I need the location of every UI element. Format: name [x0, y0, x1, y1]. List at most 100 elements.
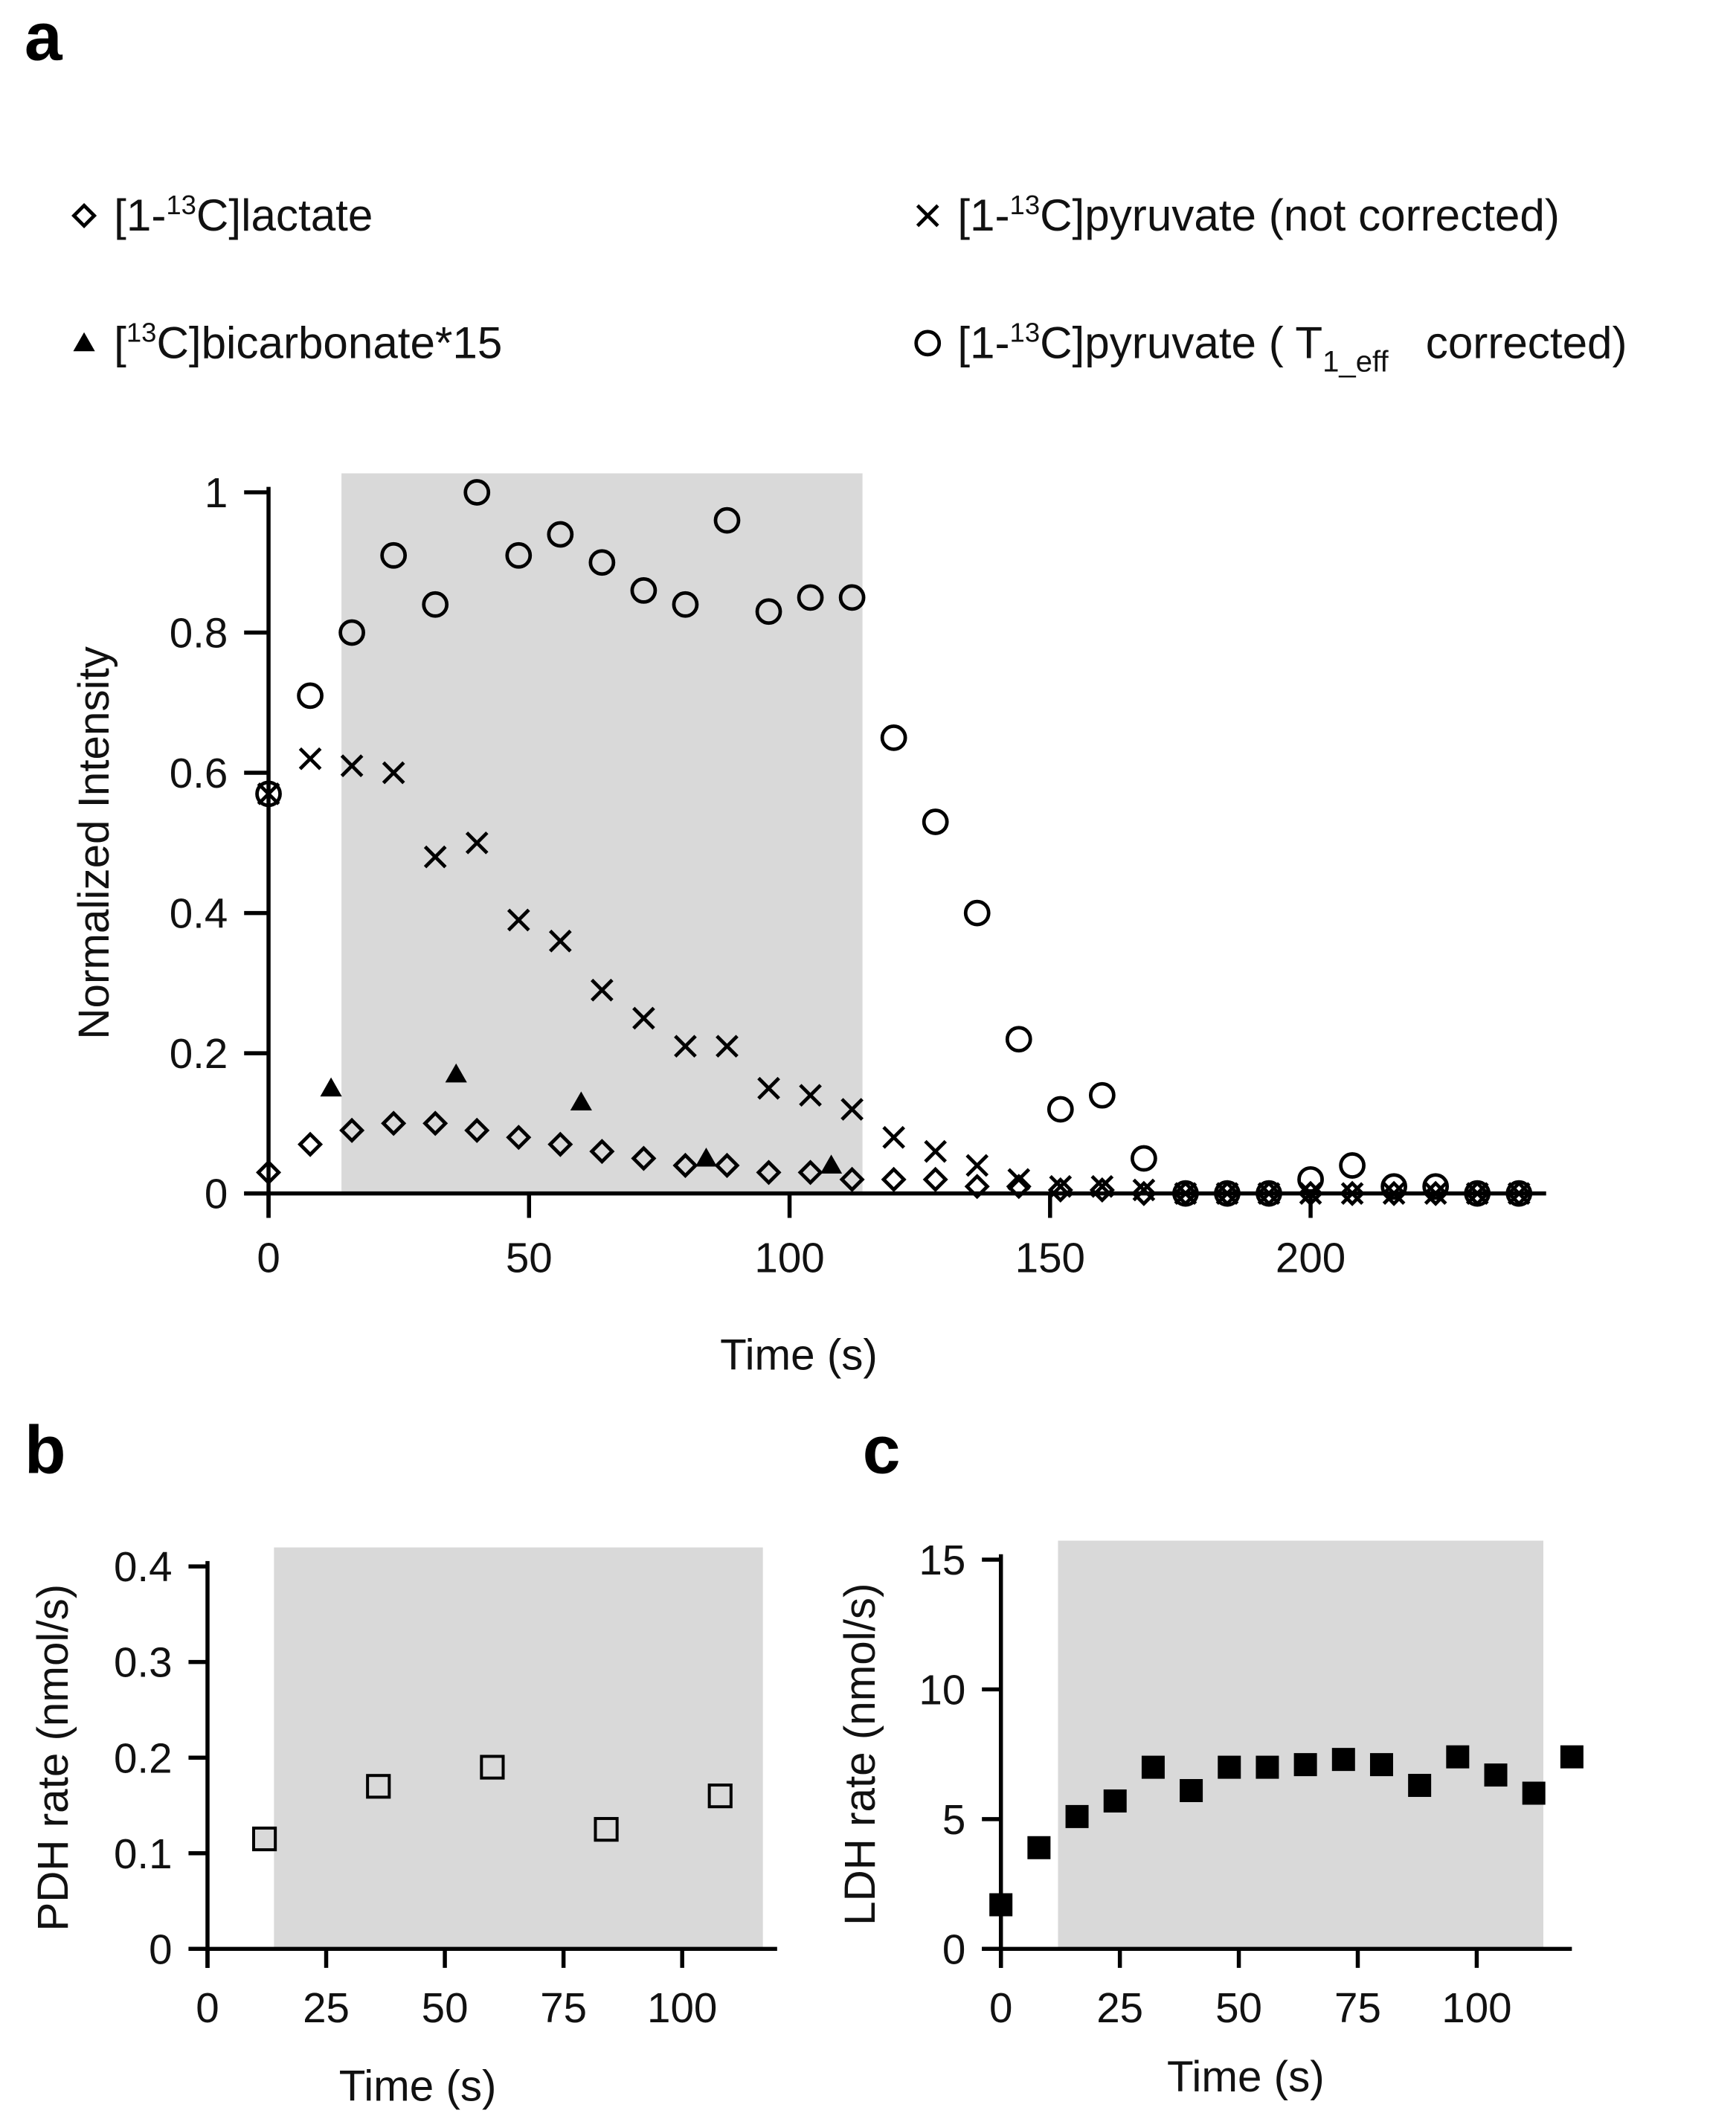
marker-diamond: [839, 1166, 865, 1192]
marker-circle: [1256, 1180, 1282, 1207]
chart-b: 0 0.1 0.2 0.3 0.4 0 25 50 75 100 Time (s) PDH rate …: [29, 1543, 777, 2111]
marker-x: [840, 1098, 864, 1121]
marker-diamond: [1047, 1177, 1073, 1203]
x-tick-label: 100: [1441, 1984, 1511, 2031]
legend-label: [13​C]bicarbonate*15: [114, 318, 502, 368]
marker-circle: [1422, 1173, 1450, 1200]
marker-x: [1215, 1182, 1239, 1206]
marker-circle: [588, 549, 616, 576]
y-tick-label: 0.2: [114, 1734, 173, 1781]
marker-x: [924, 1139, 948, 1163]
x-tick-label: 0: [257, 1234, 280, 1281]
marker-diamond: [1340, 1180, 1366, 1206]
legend-text: C]pyruvate (not corrected): [1040, 190, 1560, 240]
y-tick-label: 0.4: [114, 1543, 173, 1590]
y-tick-label: 0.3: [114, 1639, 173, 1686]
legend-text: corrected): [1389, 318, 1627, 367]
marker-diamond: [1006, 1174, 1032, 1200]
legend-sup: 13: [1010, 190, 1041, 220]
marker-circle: [338, 619, 365, 646]
marker-diamond: [589, 1139, 615, 1165]
marker-circle: [1339, 1152, 1366, 1179]
marker-circle: [380, 541, 408, 569]
marker-x: [340, 754, 364, 777]
legend-label: [1-13​C]pyruvate (not corrected): [957, 190, 1560, 240]
marker-circle: [422, 591, 449, 618]
x-tick-label: 50: [506, 1234, 553, 1281]
marker-x: [548, 929, 572, 953]
legend-item: [13​C]bicarbonate*15: [73, 318, 502, 368]
marker-x: [1340, 1182, 1364, 1206]
x-tick-label: 50: [1215, 1984, 1262, 2031]
marker-circle: [755, 598, 782, 625]
marker-circle: [297, 682, 324, 710]
x-tick-label: 75: [1334, 1984, 1381, 2031]
legend-text: C]bicarbonate*15: [156, 318, 502, 367]
marker-circle: [797, 584, 824, 611]
series-circle: [255, 479, 1533, 1207]
marker-x: [1049, 1174, 1073, 1198]
x-tick-label: 0: [989, 1984, 1012, 2031]
marker-x: [423, 845, 447, 869]
legend-text: [1-: [957, 190, 1009, 240]
marker-diamond: [1381, 1180, 1407, 1206]
marker-x: [674, 1035, 697, 1058]
x-axis-title: Time (s): [339, 2062, 497, 2111]
marker-filled-square: [1180, 1779, 1203, 1803]
marker-open-square: [251, 1826, 277, 1852]
legend-text: [1-: [957, 318, 1009, 367]
marker-circle: [672, 591, 699, 618]
y-tick-label: 0: [205, 1171, 228, 1218]
marker-filled-square: [1065, 1804, 1089, 1828]
legend-text: C]lactate: [196, 190, 373, 240]
marker-diamond: [631, 1145, 657, 1171]
marker-x: [257, 782, 280, 805]
legend-item: [1-13​C]lactate: [71, 190, 373, 240]
y-tick-label: 10: [919, 1666, 965, 1713]
y-tick-label: 15: [919, 1537, 965, 1583]
marker-open-square: [707, 1784, 733, 1809]
marker-filled-square: [1218, 1755, 1241, 1779]
legend-sup: 13: [1010, 318, 1041, 348]
marker-diamond: [672, 1152, 698, 1178]
marker-filled-square: [1293, 1753, 1317, 1777]
y-tick-label: 1: [205, 469, 228, 516]
marker-circle: [963, 899, 991, 927]
panel-label-b: b: [25, 1412, 66, 1488]
legend-a: [1-13​C]lactate [1-13​C]pyruvate (not cor…: [71, 190, 1627, 379]
marker-circle: [922, 808, 949, 835]
y-tick-label: 0: [942, 1926, 965, 1972]
marker-diamond: [71, 202, 97, 228]
legend-item: [1-13​C]pyruvate (not corrected): [916, 190, 1560, 240]
shaded-region: [1058, 1540, 1543, 1949]
y-axis-title: Normalized Intensity: [70, 646, 118, 1039]
x-tick-label: 150: [1015, 1234, 1085, 1281]
x-tick-label: 100: [647, 1984, 717, 2031]
marker-filled-square: [1560, 1745, 1584, 1769]
shaded-region: [341, 473, 863, 1194]
marker-x: [591, 978, 614, 1002]
marker-diamond: [298, 1131, 324, 1157]
chart-c: 0 5 10 15 0 25 50 75 100 Time (s) LDH rate (nmol/s…: [836, 1537, 1584, 2101]
y-tick-label: 0.2: [170, 1030, 228, 1077]
marker-x: [882, 1125, 905, 1149]
legend-text: C]pyruvate ( T: [1040, 318, 1322, 367]
panel-label-a: a: [25, 0, 63, 74]
marker-diamond: [1089, 1177, 1115, 1203]
legend-label: [1-13​C]lactate: [114, 190, 373, 240]
marker-filled-square: [1331, 1748, 1355, 1772]
marker-open-square: [594, 1817, 619, 1842]
series-x: [257, 747, 1531, 1206]
marker-filled-square: [1522, 1781, 1546, 1805]
y-axis-title: LDH rate (nmol/s): [836, 1583, 884, 1925]
legend-item: [1-13​C]pyruvate ( T1_eff​ corrected): [914, 318, 1627, 379]
marker-filled-square: [1369, 1753, 1393, 1777]
marker-circle: [630, 577, 658, 604]
legend-sub: 1_eff: [1322, 346, 1389, 379]
marker-circle: [547, 521, 574, 548]
marker-circle: [1172, 1180, 1199, 1207]
marker-circle: [463, 479, 491, 506]
marker-diamond: [922, 1166, 948, 1192]
marker-diamond: [756, 1160, 782, 1186]
marker-x: [1174, 1182, 1197, 1206]
